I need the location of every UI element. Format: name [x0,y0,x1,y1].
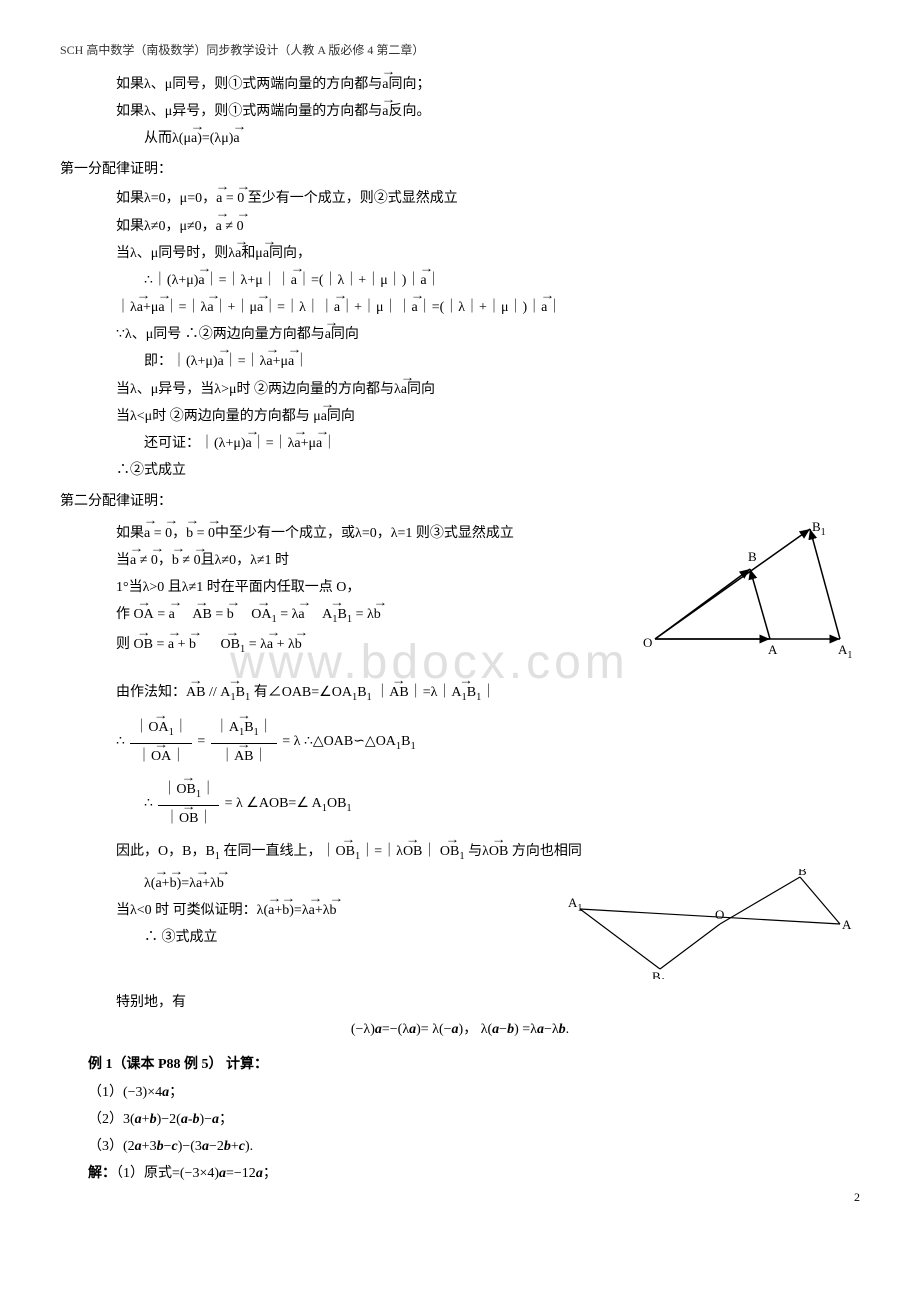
text-line: ∵λ、μ同号 ∴②两边向量方向都与a同向 [60,322,860,347]
svg-text:A: A [768,642,778,657]
text-line: 则 OB = a + b OB1 = λa + λb [60,632,640,660]
text-line: 如果λ、μ异号，则①式两端向量的方向都与a反向。 [60,99,860,124]
text-line: 如果λ≠0，μ≠0，a ≠ 0 [60,214,860,239]
text-line: 如果λ=0，μ=0，a = 0 至少有一个成立，则②式显然成立 [60,186,860,211]
text-line: ∴｜(λ+μ)a｜=｜λ+μ｜｜a｜=(｜λ｜+｜μ｜)｜a｜ [60,268,860,293]
text-line: 当λ<μ时 ②两边向量的方向都与 μa同向 [60,404,860,429]
svg-text:O: O [715,907,724,922]
formula-line: (−λ)a=−(λa)= λ(−a)， λ(a−b) =λa−λb. [60,1017,860,1042]
text-line: （2）3(a+b)−2(a-b)−a； [60,1107,860,1132]
text-line: ∴②式成立 [60,458,860,483]
svg-text:A1: A1 [838,642,852,661]
text-line: 当a ≠ 0，b ≠ 0且λ≠0，λ≠1 时 [60,548,640,573]
section-title: 第二分配律证明： [60,489,860,514]
text-line: 因此，O，B，B1 在同一直线上，｜OB1｜=｜λOB｜ OB1 与λOB 方向… [60,839,860,867]
text-line: 当λ、μ同号时，则λa和μa同向， [60,241,860,266]
svg-text:B1: B1 [812,519,826,538]
text-line: 当λ<0 时 可类似证明：λ(a+b)=λa+λb [60,898,560,923]
svg-text:B: B [798,869,807,878]
text-line: ｜λa+μa｜=｜λa｜+｜μa｜=｜λ｜｜a｜+｜μ｜｜a｜=(｜λ｜+｜μ｜… [60,295,860,320]
text-line: 从而λ(μa)=(λμ)a [60,126,860,151]
page-number: 2 [854,1187,860,1209]
svg-text:B1: B1 [652,969,666,979]
solution-line: 解：（1）原式=(−3×4)a=−12a； [60,1161,860,1186]
text-line: ∴ ｜OA1｜ ｜OA｜ = ｜A1B1｜ ｜AB｜ = λ ∴△OAB∽△OA… [60,715,860,769]
page-content: SCH 高中数学（南极数学）同步教学设计（人教 A 版必修 4 第二章） 如果λ… [60,40,860,1186]
svg-text:B: B [748,549,757,564]
text-line: （1）(−3)×4a； [60,1080,860,1105]
svg-text:A: A [842,917,852,932]
page-header: SCH 高中数学（南极数学）同步教学设计（人教 A 版必修 4 第二章） [60,40,860,62]
text-line: 即：｜(λ+μ)a｜=｜λa+μa｜ [60,349,860,374]
text-line: 特别地，有 [60,990,860,1015]
text-line: ∴ ③式成立 [60,925,560,950]
text-line: 由作法知：AB // A1B1 有∠OAB=∠OA1B1 ｜AB｜=λ｜A1B1… [60,680,860,708]
example-title: 例 1（课本 P88 例 5） 计算： [60,1052,860,1077]
svg-text:A1: A1 [568,895,582,914]
text-line: ∴ ｜OB1｜ ｜OB｜ = λ ∠AOB=∠ A1OB1 [60,777,860,831]
text-line: 如果λ、μ同号，则①式两端向量的方向都与a同向； [60,72,860,97]
text-line: （3）(2a+3b−c)−(3a−2b+c). [60,1134,860,1159]
text-line: 如果a = 0，b = 0中至少有一个成立，或λ=0，λ=1 则③式显然成立 [60,521,640,546]
section-title: 第一分配律证明： [60,157,860,182]
vector-diagram-2: A1 O A B B1 [560,869,860,988]
svg-text:O: O [643,635,652,650]
text-line: 还可证：｜(λ+μ)a｜=｜λa+μa｜ [60,431,860,456]
vector-diagram-1: O A A1 B B1 [640,519,860,678]
text-line: 当λ、μ异号，当λ>μ时 ②两边向量的方向都与λa同向 [60,377,860,402]
